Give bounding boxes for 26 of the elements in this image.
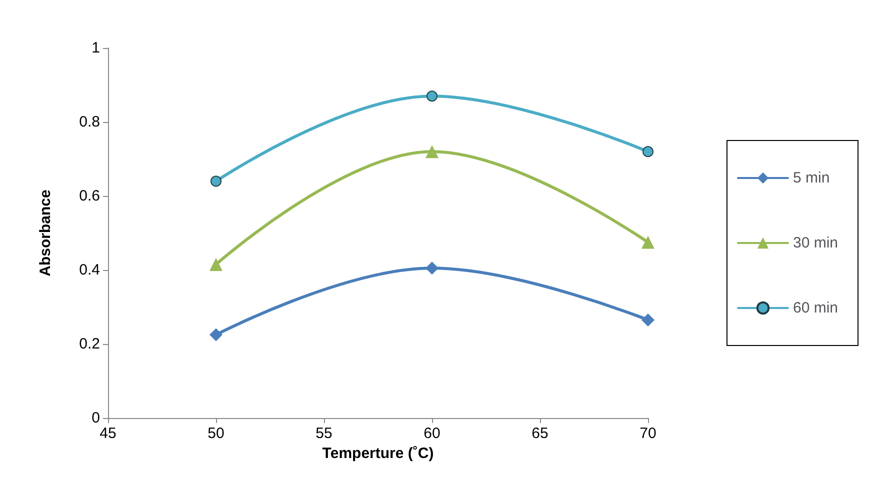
y-tick-label: 0.4: [79, 262, 100, 278]
y-tick-label: 1: [92, 40, 100, 56]
point: [642, 236, 654, 249]
point: [426, 262, 438, 275]
point: [210, 328, 222, 342]
x-tick-label: 45: [100, 425, 116, 442]
y-tick-label: 0.6: [79, 188, 100, 204]
point: [210, 258, 222, 271]
y-axis-title: Absorbance: [37, 190, 54, 276]
legend-label: 5 min: [792, 170, 830, 186]
point: [642, 146, 654, 158]
x-tick-label: 50: [208, 425, 224, 442]
x-tick-label: 60: [424, 425, 440, 442]
y-tick-label: 0.8: [79, 114, 100, 130]
legend-label: 30 min: [792, 234, 838, 252]
x-tick-label: 55: [316, 425, 332, 442]
legend-label: 60 min: [792, 300, 838, 316]
point: [426, 145, 438, 158]
x-tick-label: 70: [640, 425, 656, 442]
point: [426, 90, 438, 102]
point: [210, 176, 222, 187]
point: [642, 313, 654, 326]
x-tick-label: 65: [532, 425, 548, 442]
y-tick-label: 0: [92, 410, 100, 426]
x-axis-title: Temperture (˚C): [322, 444, 434, 462]
y-tick-label: 0.2: [79, 336, 100, 352]
